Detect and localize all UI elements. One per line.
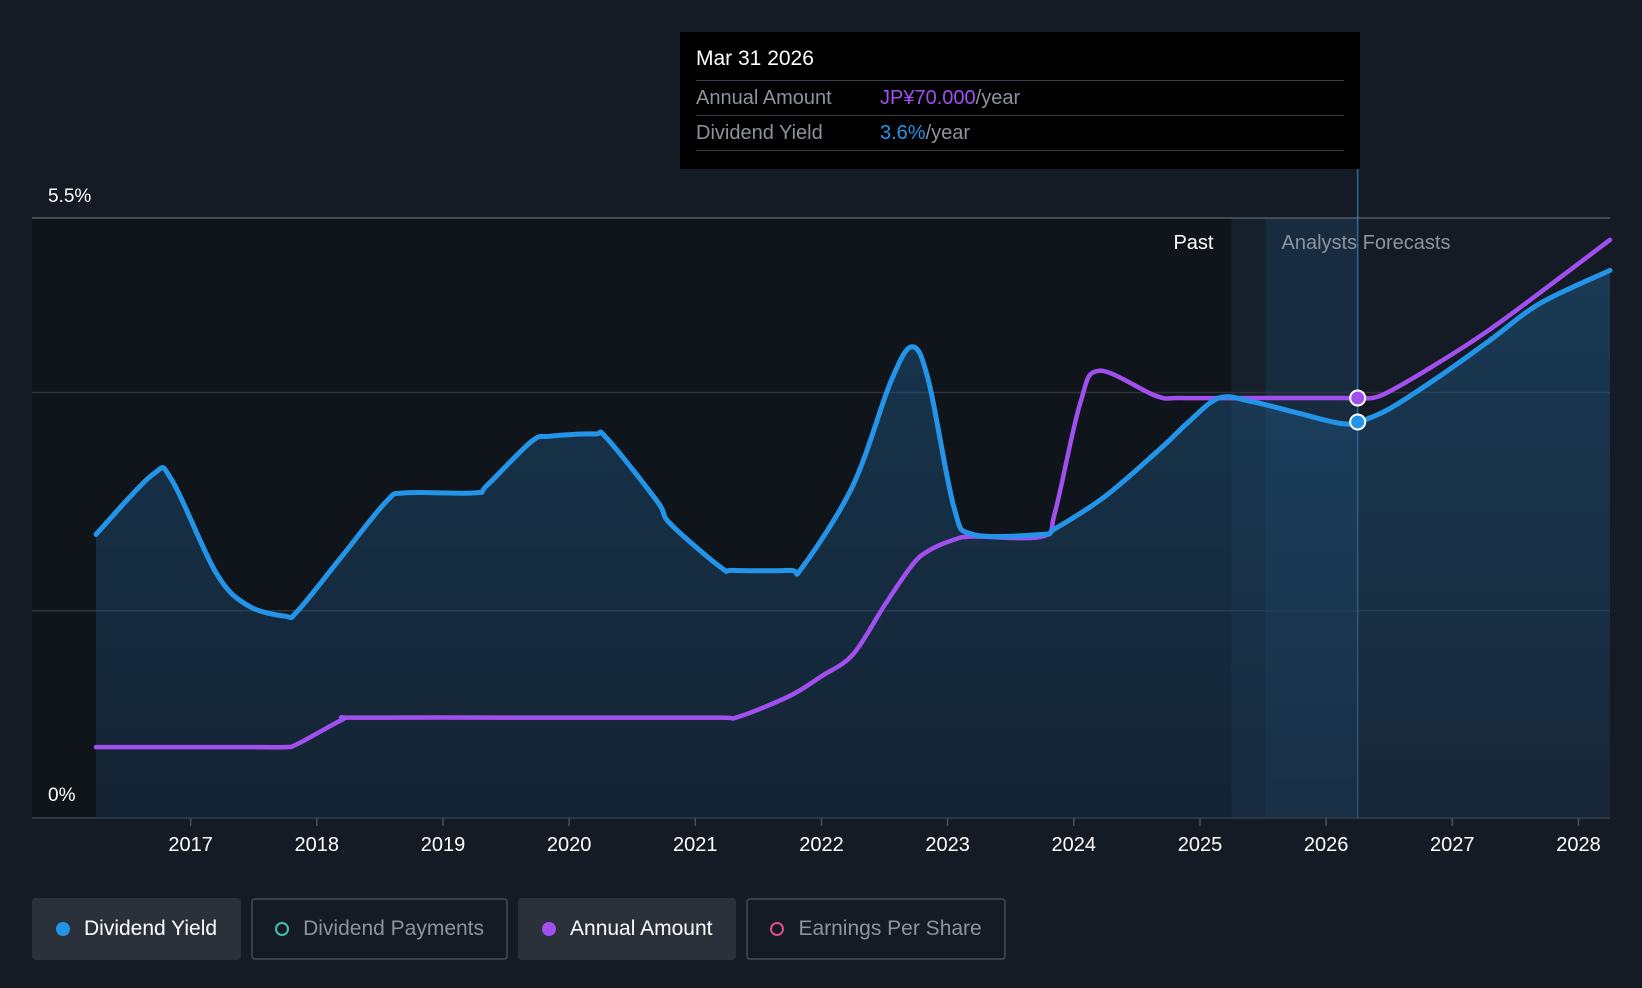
x-tick-label: 2025 (1178, 834, 1223, 856)
ring-icon (770, 922, 785, 936)
x-tick-label: 2020 (547, 834, 592, 856)
dot-icon (56, 922, 70, 936)
dividend-yield-line (93, 267, 1613, 621)
chart-legend: Dividend Yield Dividend Payments Annual … (32, 898, 1006, 960)
annual-amount-marker (1349, 389, 1367, 407)
tooltip-unit: /year (925, 122, 971, 144)
y-tick-label: 5.5% (48, 186, 91, 207)
ring-icon (275, 922, 290, 936)
legend-dividend-yield-button[interactable]: Dividend Yield (32, 898, 242, 960)
x-tick-label: 2024 (1052, 834, 1097, 856)
tooltip-label: Dividend Yield (696, 122, 823, 144)
legend-annual-amount-button[interactable]: Annual Amount (518, 898, 737, 960)
x-tick-label: 2026 (1304, 834, 1349, 856)
legend-label: Dividend Yield (84, 917, 218, 940)
forecast-label: Analysts Forecasts (1282, 232, 1451, 254)
tooltip-row-annual-amount: Annual Amount JP¥70.000 /year (696, 80, 1344, 115)
tooltip-value: 3.6% (880, 122, 926, 144)
chart-tooltip: Mar 31 2026 Annual Amount JP¥70.000 /yea… (680, 32, 1360, 169)
x-tick-label: 2017 (168, 834, 213, 856)
legend-label: Earnings Per Share (798, 917, 982, 940)
x-tick-label: 2023 (925, 834, 970, 856)
x-tick-label: 2027 (1430, 834, 1475, 856)
dividend-yield-marker (1349, 413, 1367, 431)
legend-label: Dividend Payments (303, 917, 485, 940)
legend-earnings-per-share-button[interactable]: Earnings Per Share (746, 898, 1006, 960)
legend-label: Annual Amount (570, 917, 713, 940)
tooltip-row-dividend-yield: Dividend Yield 3.6% /year (696, 115, 1344, 151)
y-tick-label: 0% (48, 785, 76, 806)
dot-icon (542, 922, 557, 936)
x-tick-label: 2019 (421, 834, 466, 856)
x-tick-label: 2021 (673, 834, 718, 856)
legend-dividend-payments-button[interactable]: Dividend Payments (251, 898, 509, 960)
x-tick-label: 2022 (799, 834, 844, 856)
past-label: Past (1173, 232, 1213, 254)
dividend-yield-area (96, 270, 1610, 818)
tooltip-value: JP¥70.000 (880, 87, 976, 109)
tooltip-label: Annual Amount (696, 87, 832, 109)
x-tick-label: 2028 (1556, 834, 1601, 856)
tooltip-unit: /year (975, 87, 1021, 109)
tooltip-date: Mar 31 2026 (696, 47, 814, 70)
x-tick-label: 2018 (295, 834, 340, 856)
